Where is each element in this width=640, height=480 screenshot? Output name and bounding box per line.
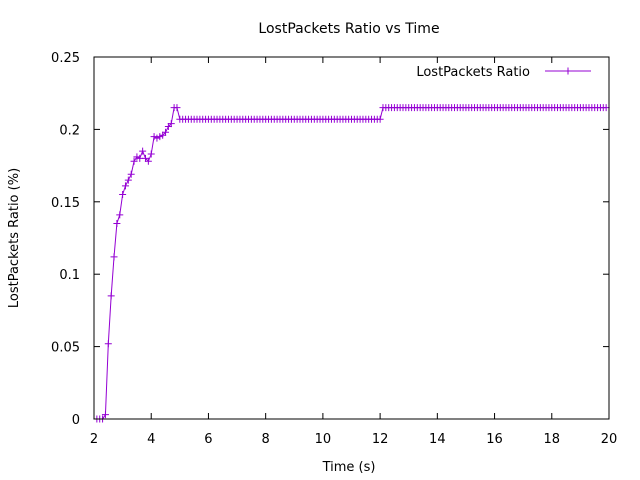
data-point	[130, 157, 138, 165]
y-tick-label: 0	[72, 413, 80, 428]
y-tick-label: 0.1	[59, 268, 80, 283]
data-point	[602, 104, 610, 112]
data-point	[110, 253, 118, 261]
legend-marker-cross	[564, 67, 572, 75]
y-axis-label: LostPackets Ratio (%)	[7, 168, 22, 308]
data-point	[127, 170, 135, 178]
data-point	[153, 134, 161, 142]
legend-marker	[564, 67, 572, 75]
x-tick-label: 14	[429, 432, 446, 447]
data-point	[124, 176, 132, 184]
x-tick-label: 8	[262, 432, 270, 447]
x-tick-label: 18	[544, 432, 561, 447]
x-axis-label: Time (s)	[322, 460, 376, 475]
data-point	[107, 292, 115, 300]
x-tick-label: 16	[486, 432, 503, 447]
data-point	[133, 153, 141, 161]
x-tick-label: 10	[315, 432, 332, 447]
data-point	[173, 104, 181, 112]
data-point	[147, 150, 155, 158]
data-point	[121, 182, 129, 190]
x-tick-label: 6	[204, 432, 212, 447]
legend-label: LostPackets Ratio	[416, 65, 530, 80]
x-tick-label: 20	[601, 432, 618, 447]
x-tick-label: 4	[147, 432, 155, 447]
y-tick-label: 0.15	[51, 196, 80, 211]
y-tick-label: 0.05	[51, 341, 80, 356]
legend: LostPackets Ratio	[416, 65, 591, 80]
data-point	[164, 123, 172, 130]
data-point	[144, 157, 152, 165]
data-point	[104, 340, 112, 348]
axis-ticks: 2 4 6 8 10 12 14 16 18 20 0 0.05 0.1 0.15 0.2 0.25	[51, 51, 617, 447]
data-point	[101, 411, 109, 419]
data-point	[376, 115, 384, 123]
data-point	[116, 211, 124, 219]
chart-title: LostPackets Ratio vs Time	[258, 21, 439, 37]
data-point	[139, 147, 147, 155]
x-tick-label: 2	[90, 432, 98, 447]
series-line	[96, 107, 607, 420]
data-point	[113, 220, 121, 228]
data-point	[162, 128, 170, 136]
x-tick-label: 12	[372, 432, 389, 447]
data-point	[119, 191, 127, 199]
y-tick-label: 0.2	[59, 123, 80, 138]
plot-frame	[93, 56, 610, 420]
data-point	[167, 120, 175, 128]
data-point	[159, 131, 167, 139]
series-group	[93, 104, 610, 423]
data-point	[142, 154, 149, 162]
y-tick-label: 0.25	[51, 51, 80, 66]
data-point	[156, 133, 164, 141]
